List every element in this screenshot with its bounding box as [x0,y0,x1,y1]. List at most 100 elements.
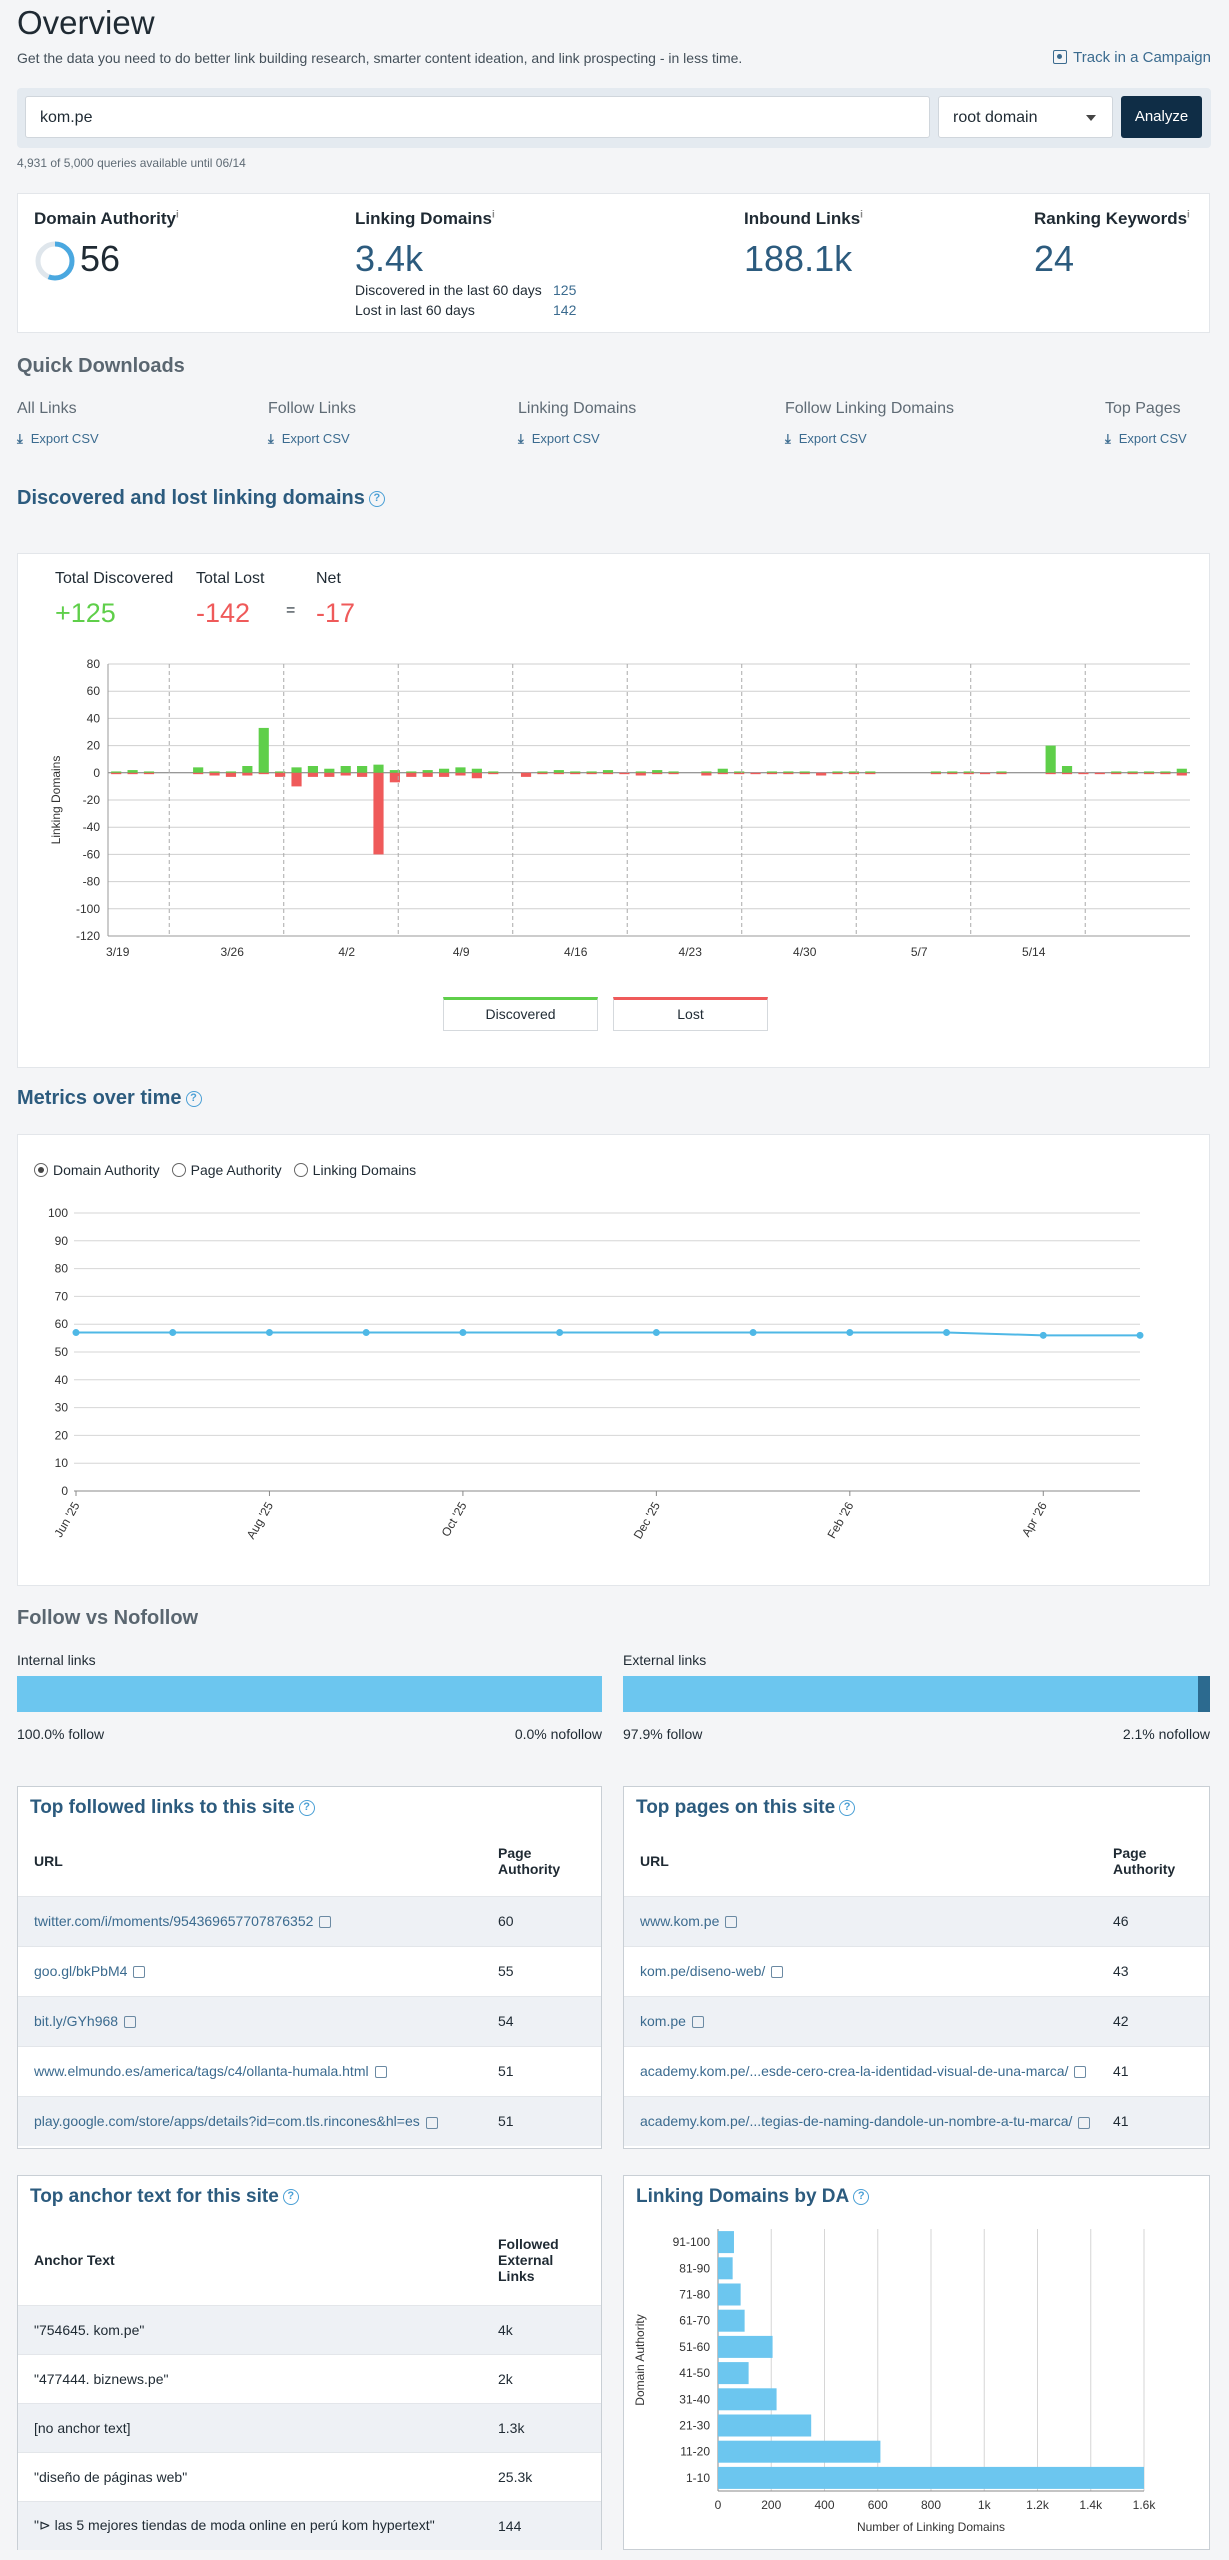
x-tick-label: 4/2 [338,945,355,959]
discovered-bar [1045,745,1056,773]
table-row: twitter.com/i/moments/954369657707876352… [18,1895,601,1946]
export-csv-link[interactable]: ⤓ Export CSV [268,431,350,447]
external-link-icon[interactable] [374,2066,387,2079]
discovered-bar [340,766,351,773]
help-icon[interactable]: ? [368,490,385,507]
url-cell[interactable]: academy.kom.pe/...esde-cero-crea-la-iden… [624,2045,1113,2096]
help-icon[interactable]: ? [853,2188,870,2205]
help-icon[interactable]: ? [839,1799,856,1816]
x-tick-label: Oct '25 [439,1499,470,1539]
discovered-bar [324,768,335,773]
page-subtitle: Get the data you need to do better link … [17,50,743,66]
external-link-icon[interactable] [319,1916,332,1929]
metric-radio-label: Domain Authority [53,1162,160,1178]
metric-radio[interactable]: Page Authority [171,1162,282,1178]
y-tick-label: -40 [83,820,101,834]
external-link-icon[interactable] [133,1966,146,1979]
url-cell[interactable]: kom.pe [624,1995,1113,2046]
followed-links-cell: 2k [498,2353,601,2403]
y-tick-label: 91-100 [673,2235,711,2249]
lost-bar [143,772,155,775]
url-cell[interactable]: www.kom.pe [624,1895,1113,1946]
lost-bar [717,772,728,775]
metric-radio[interactable]: Domain Authority [34,1162,160,1178]
metrics-over-time-title: Metrics over time? [17,1087,202,1110]
lost-bar [209,772,220,776]
page-authority-cell: 54 [498,1995,601,2046]
external-link-icon[interactable] [1078,2116,1091,2129]
external-link-icon[interactable] [124,2016,137,2029]
analyze-button[interactable]: Analyze [1121,96,1202,138]
linking-domains-label: Linking Domainsi [355,209,495,228]
url-cell[interactable]: academy.kom.pe/...tegias-de-naming-dando… [624,2095,1113,2146]
track-campaign-link[interactable]: Track in a Campaign [1053,49,1211,66]
ranking-keywords-label: Ranking Keywordsi [1034,209,1190,228]
anchor-text-cell: [no anchor text] [18,2402,498,2452]
url-link[interactable]: kom.pe [640,2013,686,2029]
table-row: www.elmundo.es/america/tags/c4/ollanta-h… [18,2045,601,2096]
url-link[interactable]: bit.ly/GYh968 [34,2013,119,2029]
lost-bar [553,772,564,775]
export-csv-link[interactable]: ⤓ Export CSV [518,431,600,447]
lost-bar [930,772,941,775]
y-tick-label: 31-40 [679,2392,710,2406]
url-link[interactable]: play.google.com/store/apps/details?id=co… [34,2113,420,2130]
url-link[interactable]: academy.kom.pe/...tegias-de-naming-dando… [640,2113,1073,2130]
help-icon[interactable]: ? [185,1090,202,1107]
url-cell[interactable]: www.elmundo.es/america/tags/c4/ollanta-h… [18,2045,498,2096]
url-cell[interactable]: play.google.com/store/apps/details?id=co… [18,2095,498,2146]
legend-discovered[interactable]: Discovered [443,997,598,1031]
lost-bar [963,772,974,775]
url-link[interactable]: www.kom.pe [640,1913,720,1929]
lost-bar [225,772,237,777]
search-input[interactable]: kom.pe [25,96,930,138]
discovered-60-value[interactable]: 125 [553,282,577,298]
url-cell[interactable]: twitter.com/i/moments/954369657707876352 [18,1895,498,1946]
internal-follow-bar [17,1676,602,1712]
external-link-icon[interactable] [425,2116,438,2129]
y-tick-label: 90 [55,1234,69,1248]
external-link-icon[interactable] [725,1916,738,1929]
da-bucket-bar [718,2388,777,2411]
export-csv-link[interactable]: ⤓ Export CSV [1105,431,1187,447]
external-link-icon[interactable] [771,1966,784,1979]
lost-bar [668,772,679,775]
metric-radio[interactable]: Linking Domains [293,1162,416,1178]
external-nofollow-text: 2.1% nofollow [1122,1726,1210,1742]
url-link[interactable]: goo.gl/bkPbM4 [34,1963,128,1979]
scope-select[interactable]: root domain [938,96,1113,138]
url-cell[interactable]: goo.gl/bkPbM4 [18,1945,498,1996]
y-tick-label: -60 [83,847,101,861]
legend-lost[interactable]: Lost [613,997,768,1031]
x-tick-label: 600 [868,2498,888,2512]
followed-links-cell: 25.3k [498,2451,601,2501]
total-discovered-label: Total Discovered [55,570,174,587]
help-icon[interactable]: ? [282,2188,299,2205]
help-icon[interactable]: ? [298,1799,315,1816]
url-link[interactable]: twitter.com/i/moments/954369657707876352 [34,1913,314,1929]
discovered-bar [799,771,810,773]
lost-bar [422,772,433,777]
lost-60-value[interactable]: 142 [553,302,577,318]
x-tick-label: 3/26 [221,945,245,959]
top-followed-card: Top followed links to this site? URL Pag… [17,1786,602,2149]
download-icon: ⤓ [17,431,23,446]
table-row: "⊳ las 5 mejores tiendas de moda online … [18,2500,601,2550]
export-csv-link[interactable]: ⤓ Export CSV [785,431,867,447]
url-link[interactable]: www.elmundo.es/america/tags/c4/ollanta-h… [34,2063,369,2079]
export-csv-link[interactable]: ⤓ Export CSV [17,431,99,447]
download-label: All Links [17,400,77,417]
external-link-icon[interactable] [691,2016,704,2029]
discovered-bar [1160,771,1171,773]
url-link[interactable]: academy.kom.pe/...esde-cero-crea-la-iden… [640,2063,1069,2079]
x-tick-label: 4/23 [679,945,703,959]
lost-bar [406,772,417,777]
url-cell[interactable]: bit.ly/GYh968 [18,1995,498,2046]
external-link-icon[interactable] [1074,2066,1087,2079]
col-page-authority: Page Authority [498,1845,561,1878]
url-cell[interactable]: kom.pe/diseno-web/ [624,1945,1113,1996]
followed-links-cell: 4k [498,2304,601,2354]
url-link[interactable]: kom.pe/diseno-web/ [640,1963,766,1979]
y-axis-label: Linking Domains [49,756,63,845]
anchor-text-cell: "477444. biznews.pe" [18,2353,498,2403]
